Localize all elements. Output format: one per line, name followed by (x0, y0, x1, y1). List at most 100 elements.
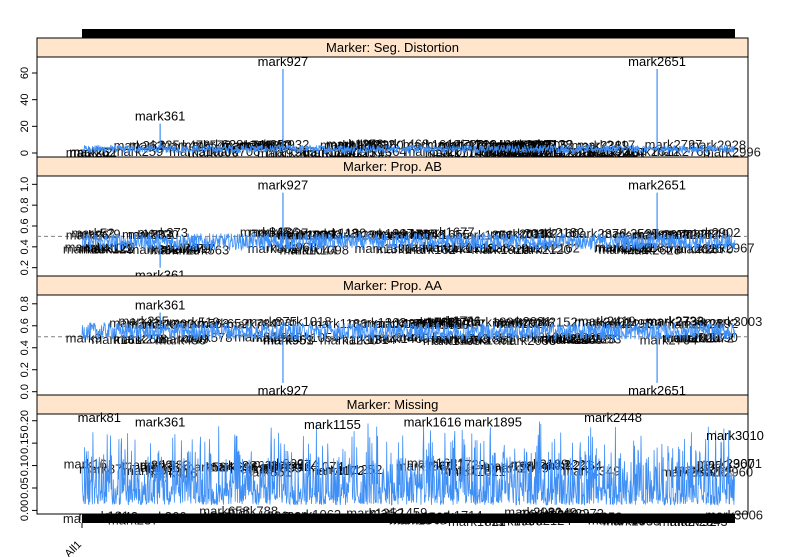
ytick-label-1-1: 0.4 (19, 239, 31, 254)
panel-frame-3 (36, 413, 749, 515)
overlap-label-3-19: mark2124 (514, 513, 572, 528)
overlap-label-2-8: mark1588 (397, 315, 455, 330)
overlap-label-3-59: mark237 (108, 512, 159, 527)
point-label-0-2: mark2651 (628, 54, 686, 69)
overlap-label-3-65: mark2358 (565, 510, 623, 525)
overlap-label-3-43: mark143 (88, 509, 139, 524)
panel-title-2: Marker: Prop. AA (343, 278, 442, 293)
overlap-label-2-11: mark456 (155, 333, 206, 348)
overlap-label-3-35: mark2163 (522, 510, 580, 525)
overlap-label-1-37: mark429 (150, 242, 201, 257)
overlap-label-3-17: mark788 (228, 504, 279, 519)
ytick-label-2-0: 0.0 (19, 384, 31, 399)
point-label-1-0: mark927 (258, 178, 309, 193)
overlap-label-3-14: mark696 (208, 460, 259, 475)
overlap-label-3-33: mark658 (199, 504, 250, 519)
panel-title-1: Marker: Prop. AB (343, 159, 442, 174)
overlap-label-2-51: mark1861 (457, 332, 515, 347)
ytick-label-1-2: 0.6 (19, 218, 31, 233)
ytick-label-2-1: 0.2 (19, 362, 31, 377)
overlap-label-3-37: mark836 (238, 509, 289, 524)
overlap-label-3-51: mark1821 (448, 514, 506, 529)
ytick-label-1-0: 0.2 (19, 260, 31, 275)
overlap-label-2-34: mark2733 (646, 314, 704, 329)
overlap-label-3-2: mark383 (140, 457, 191, 472)
ytick-label-0-1: 20 (19, 120, 31, 132)
point-label-2-1: mark927 (258, 383, 309, 398)
ytick-label-3-1: 0.05 (19, 477, 31, 498)
panel-title-3: Marker: Missing (347, 397, 439, 412)
ytick-label-2-3: 0.6 (19, 318, 31, 333)
overlap-label-3-26: mark584 (183, 460, 234, 475)
ytick-label-0-0: 0 (19, 150, 31, 156)
overlap-label-3-67: mark2792 (659, 514, 717, 529)
overlap-label-2-67: mark951 (263, 333, 314, 348)
point-label-3-1: mark361 (135, 415, 186, 430)
overlap-label-3-57: mark2538 (604, 511, 662, 526)
ytick-label-0-3: 60 (19, 67, 31, 79)
overlap-label-3-11: mark123 (83, 510, 134, 525)
overlap-label-2-48: mark1620 (404, 315, 462, 330)
ytick-label-1-4: 1.0 (19, 177, 31, 192)
overlap-label-1-18: mark2803 (661, 227, 719, 242)
overlap-label-3-55: mark2139 (517, 510, 575, 525)
ytick-label-3-2: 0.10 (19, 455, 31, 476)
xtick-label-0: All1 (63, 539, 84, 557)
point-label-3-0: mark81 (78, 410, 121, 425)
overlap-label-3-49: mark2080 (504, 504, 562, 519)
overlap-label-1-62: mark1655 (412, 227, 470, 242)
overlap-label-1-10: mark2527 (601, 226, 659, 241)
overlap-label-3-13: mark2843 (670, 514, 728, 529)
point-label-3-6: mark3010 (706, 428, 764, 443)
overlap-label-3-15: mark1714 (425, 508, 483, 523)
overlap-label-2-7: mark161 (91, 332, 142, 347)
overlap-label-3-39: mark1352 (346, 506, 404, 521)
point-label-3-4: mark1895 (464, 415, 522, 430)
overlap-label-3-27: mark366 (136, 509, 187, 524)
overlap-label-3-54: mark2967 (697, 456, 755, 471)
ytick-label-3-3: 0.15 (19, 432, 31, 453)
overlap-label-3-41: mark1062 (283, 507, 341, 522)
point-label-2-2: mark2651 (628, 383, 686, 398)
overlap-label-0-63: mark1947 (475, 144, 533, 159)
overlap-label-1-28: mark373 (137, 225, 188, 240)
point-label-3-5: mark2448 (584, 410, 642, 425)
overlap-label-1-2: mark1397 (356, 226, 414, 241)
bottom-rug (82, 514, 735, 523)
overlap-label-1-9: mark4 (65, 240, 101, 255)
ytick-label-3-0: 0.00 (19, 500, 31, 521)
overlap-label-3-47: mark1548 (389, 512, 447, 527)
overlap-label-3-31: mark2533 (603, 514, 661, 529)
ytick-label-3-4: 0.20 (19, 410, 31, 431)
top-rug (82, 29, 735, 38)
overlap-label-3-61: mark2273 (546, 506, 604, 521)
panel-title-0: Marker: Seg. Distortion (326, 40, 459, 55)
overlap-label-2-66: mark3003 (705, 314, 763, 329)
ytick-label-0-2: 40 (19, 94, 31, 106)
overlap-label-0-52: mark263 (114, 138, 165, 153)
overlap-label-3-3: mark1459 (370, 505, 428, 520)
overlap-label-3-29: mark1554 (390, 512, 448, 527)
overlap-label-2-19: mark2212 (533, 331, 591, 346)
overlap-label-3-32: mark1631 (407, 455, 465, 470)
point-label-3-7: mark2465 (588, 513, 646, 528)
point-label-3-3: mark1616 (404, 415, 462, 430)
overlap-label-3-45: mark101 (78, 508, 129, 523)
point-label-1-1: mark2651 (628, 178, 686, 193)
overlap-label-3-69: mark1788 (441, 511, 499, 526)
overlap-label-3-7: mark2149 (519, 505, 577, 520)
ytick-label-2-2: 0.4 (19, 340, 31, 355)
ytick-label-1-3: 0.8 (19, 198, 31, 213)
overlap-label-3-23: mark1565 (393, 509, 451, 524)
overlap-label-3-46: mark3001 (704, 456, 762, 471)
series-line-3 (81, 421, 736, 507)
point-label-2-0: mark361 (135, 298, 186, 313)
overlap-label-3-1: mark2190 (528, 507, 586, 522)
overlap-label-3-64: mark2264 (544, 458, 602, 473)
overlap-label-2-40: mark1363 (349, 315, 407, 330)
overlap-label-1-61: mark1390 (355, 241, 413, 256)
overlap-label-3-5: mark964 (266, 510, 317, 525)
overlap-label-3-9: mark13 (63, 511, 106, 526)
series-line-1 (81, 232, 736, 252)
overlap-label-2-26: mark1437 (365, 316, 423, 331)
